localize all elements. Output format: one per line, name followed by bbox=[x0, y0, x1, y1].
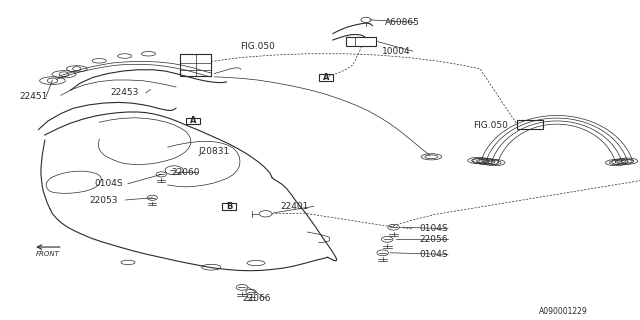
Text: 22053: 22053 bbox=[90, 196, 118, 204]
Text: 22060: 22060 bbox=[172, 168, 200, 177]
Text: 22056: 22056 bbox=[420, 235, 449, 244]
Text: A090001229: A090001229 bbox=[539, 307, 588, 316]
Text: 22066: 22066 bbox=[242, 294, 271, 303]
Bar bbox=[319, 74, 333, 81]
Bar bbox=[346, 37, 376, 46]
Bar bbox=[517, 120, 543, 129]
Bar bbox=[222, 203, 236, 210]
Text: 0104S: 0104S bbox=[95, 179, 124, 188]
Bar bbox=[180, 54, 211, 76]
Text: 10004: 10004 bbox=[382, 47, 411, 56]
Text: 0104S: 0104S bbox=[420, 250, 449, 259]
Text: A: A bbox=[190, 116, 196, 125]
Text: B: B bbox=[226, 202, 232, 211]
Text: J20831: J20831 bbox=[198, 147, 230, 156]
Text: FIG.050: FIG.050 bbox=[240, 42, 275, 51]
Text: 22453: 22453 bbox=[110, 88, 138, 97]
Text: A60865: A60865 bbox=[385, 18, 420, 27]
Bar bbox=[186, 118, 200, 124]
Text: FIG.050: FIG.050 bbox=[474, 121, 508, 130]
Text: FRONT: FRONT bbox=[36, 251, 60, 257]
Text: 22401: 22401 bbox=[280, 202, 308, 211]
Text: 22451: 22451 bbox=[19, 92, 47, 101]
Text: 0104S: 0104S bbox=[420, 224, 449, 233]
Text: A: A bbox=[323, 73, 330, 82]
